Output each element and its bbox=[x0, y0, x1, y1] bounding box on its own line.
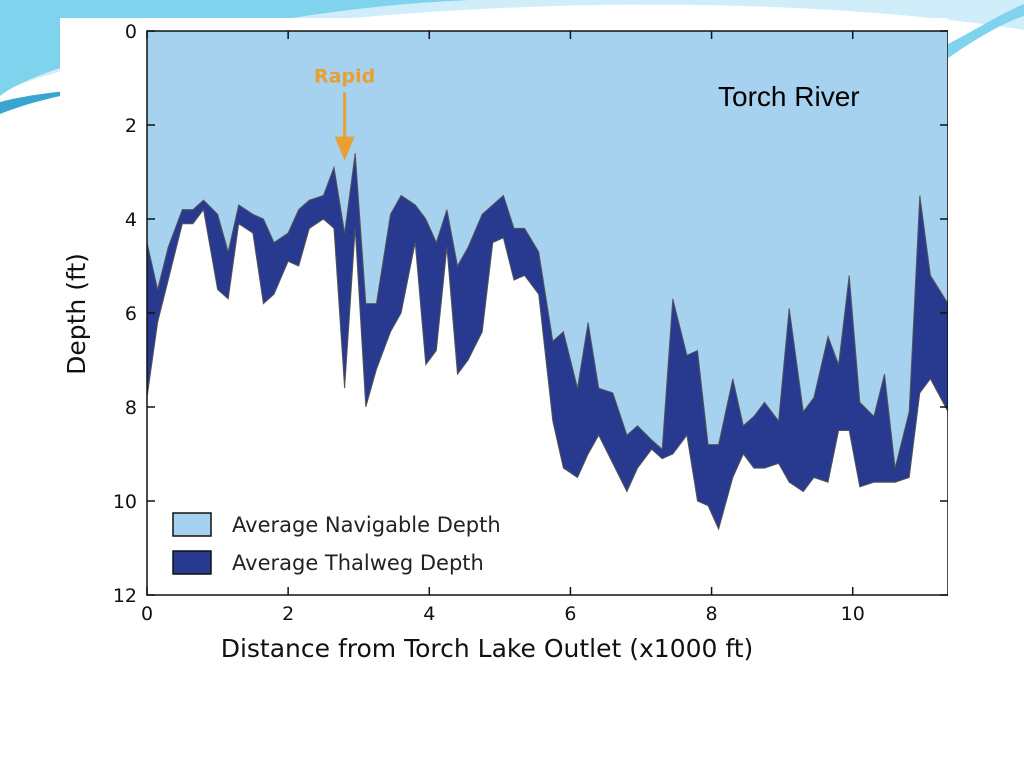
depth-profile-chart: 0 2 4 6 8 10 0 2 4 6 8 10 12 Torch River Rapid Avera… bbox=[62, 21, 948, 663]
y-tick-label: 10 bbox=[113, 491, 137, 513]
x-tick-label: 4 bbox=[423, 603, 435, 625]
legend-swatch-navigable bbox=[172, 512, 212, 537]
tick-labels: 0 2 4 6 8 10 0 2 4 6 8 10 12 bbox=[113, 21, 865, 625]
chart-panel: 0 2 4 6 8 10 0 2 4 6 8 10 12 Torch River Rapid Avera… bbox=[60, 18, 948, 666]
y-tick-label: 8 bbox=[125, 397, 137, 419]
x-axis-title: Distance from Torch Lake Outlet (x1000 f… bbox=[221, 634, 754, 663]
x-tick-label: 10 bbox=[841, 603, 865, 625]
x-tick-label: 0 bbox=[141, 603, 153, 625]
legend-label-navigable: Average Navigable Depth bbox=[232, 513, 501, 537]
y-tick-label: 4 bbox=[125, 209, 137, 231]
thalweg-depth-line bbox=[146, 208, 948, 531]
legend-swatch-thalweg bbox=[172, 550, 212, 575]
rapid-label: Rapid bbox=[314, 66, 375, 88]
x-tick-label: 8 bbox=[706, 603, 718, 625]
slide-swoosh-right bbox=[948, 4, 1024, 58]
y-axis-title: Depth (ft) bbox=[62, 253, 91, 375]
rapid-arrow-head bbox=[334, 136, 355, 161]
rapid-annotation: Rapid bbox=[314, 66, 375, 161]
x-tick-label: 6 bbox=[564, 603, 576, 625]
y-tick-label: 6 bbox=[125, 303, 137, 325]
chart-title: Torch River bbox=[718, 81, 860, 112]
y-tick-label: 0 bbox=[125, 21, 137, 43]
legend-label-thalweg: Average Thalweg Depth bbox=[232, 551, 484, 575]
legend: Average Navigable Depth Average Thalweg … bbox=[172, 512, 501, 575]
axis-ticks bbox=[146, 30, 948, 596]
x-tick-label: 2 bbox=[282, 603, 294, 625]
y-tick-label: 12 bbox=[113, 585, 137, 607]
navigable-depth-line bbox=[146, 153, 948, 469]
y-tick-label: 2 bbox=[125, 115, 137, 137]
thalweg-depth-area bbox=[147, 153, 948, 530]
